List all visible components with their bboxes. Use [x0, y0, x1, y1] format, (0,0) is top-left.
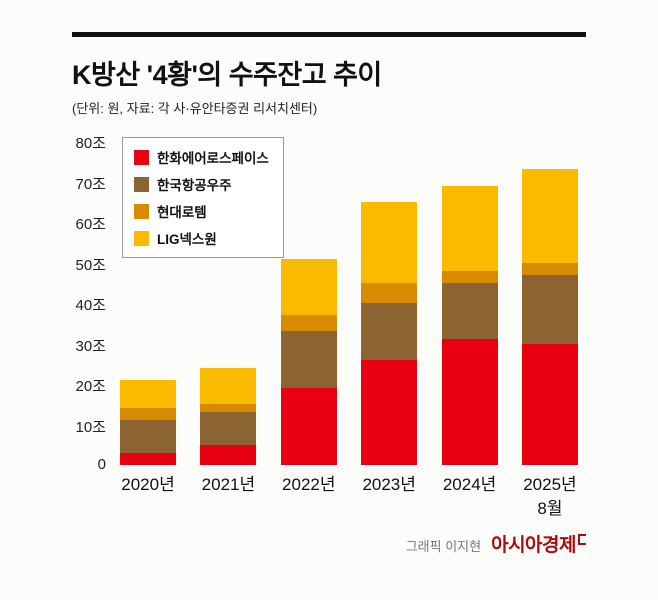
- bar-group: [441, 185, 498, 465]
- y-axis-label: 80조: [75, 135, 107, 152]
- bar-segment: [280, 331, 337, 389]
- y-axis-label: 40조: [75, 297, 107, 314]
- x-axis: 2020년 2021년 2022년 2023년 2024년 2025년 8월: [112, 473, 586, 521]
- brand-logo: 아시아경제: [491, 530, 586, 557]
- bar-segment: [521, 169, 578, 263]
- legend-label: 현대로템: [157, 205, 207, 220]
- legend-item: 한국항공우주: [134, 174, 269, 194]
- legend-swatch: [134, 176, 149, 192]
- y-axis-label: 50조: [75, 256, 107, 274]
- x-axis-label: 2022년: [282, 475, 336, 494]
- bar-segment: [361, 359, 418, 465]
- brand-mark-icon: [578, 534, 586, 545]
- stacked-bar-chart: 80조 70조 60조 50조 40조 30조 20조 10조 0 2020년 2021년 2022…: [72, 135, 586, 533]
- bar-segment: [120, 379, 176, 409]
- credit: 그래픽 이지현 아시아경제: [406, 530, 586, 557]
- x-axis-label: 2025년 8월: [523, 475, 577, 518]
- x-axis-label: 2021년: [201, 475, 256, 494]
- bar-segment: [280, 388, 337, 465]
- top-rule: [72, 32, 586, 37]
- bar-segment: [120, 408, 176, 421]
- legend-item: 현대로템: [134, 201, 269, 221]
- x-axis-label: 2024년: [442, 475, 497, 494]
- bar-segment: [441, 339, 498, 465]
- legend-item: LIG넥스원: [134, 228, 269, 248]
- legend-swatch: [134, 149, 149, 165]
- bar-segment: [441, 282, 498, 340]
- bar-segment: [441, 185, 498, 271]
- bar-segment: [200, 444, 257, 465]
- legend-swatch: [134, 230, 149, 246]
- x-axis-label: 2020년: [121, 475, 175, 494]
- bar-group: [120, 379, 176, 465]
- y-axis-label: 0: [97, 456, 106, 473]
- chart-subtitle: (단위: 원, 자료: 각 사·유안타증권 리서치센터): [72, 101, 318, 116]
- bar-group: [521, 169, 578, 465]
- legend-label: LIG넥스원: [157, 232, 217, 247]
- y-axis-label: 20조: [75, 378, 107, 395]
- plot-area: [112, 141, 586, 465]
- bar-segment: [521, 262, 578, 275]
- page-title: K방산 '4황'의 수주잔고 추이: [72, 60, 382, 90]
- legend-label: 한화에어로스페이스: [157, 151, 269, 166]
- y-axis-label: 60조: [75, 216, 107, 233]
- bar-group: [280, 258, 337, 465]
- bar-segment: [441, 270, 498, 283]
- bar-segment: [521, 274, 578, 344]
- y-axis: 80조 70조 60조 50조 40조 30조 20조 10조 0: [72, 135, 107, 473]
- legend-label: 한국항공우주: [157, 178, 232, 193]
- bar-segment: [280, 315, 337, 332]
- bar-segment: [200, 367, 257, 405]
- y-axis-label: 30조: [75, 337, 107, 355]
- legend-swatch: [134, 203, 149, 219]
- y-axis-label: 70조: [75, 175, 107, 193]
- bar-segment: [361, 282, 418, 304]
- bar-segment: [200, 412, 257, 445]
- bar-group: [200, 367, 257, 465]
- bar-chart: [112, 141, 586, 465]
- legend-item: 한화에어로스페이스: [134, 147, 269, 167]
- bar-segment: [361, 303, 418, 360]
- bar-segment: [200, 404, 257, 413]
- bar-segment: [521, 343, 578, 465]
- credit-text: 그래픽 이지현: [405, 539, 482, 554]
- bar-segment: [120, 452, 176, 465]
- x-axis-label: 2023년: [362, 475, 416, 494]
- bar-segment: [120, 420, 176, 453]
- brand-name: 아시아경제: [491, 535, 576, 556]
- bar-segment: [361, 201, 418, 283]
- y-axis-label: 10조: [75, 418, 107, 436]
- bar-segment: [280, 258, 337, 316]
- bar-group: [361, 201, 418, 465]
